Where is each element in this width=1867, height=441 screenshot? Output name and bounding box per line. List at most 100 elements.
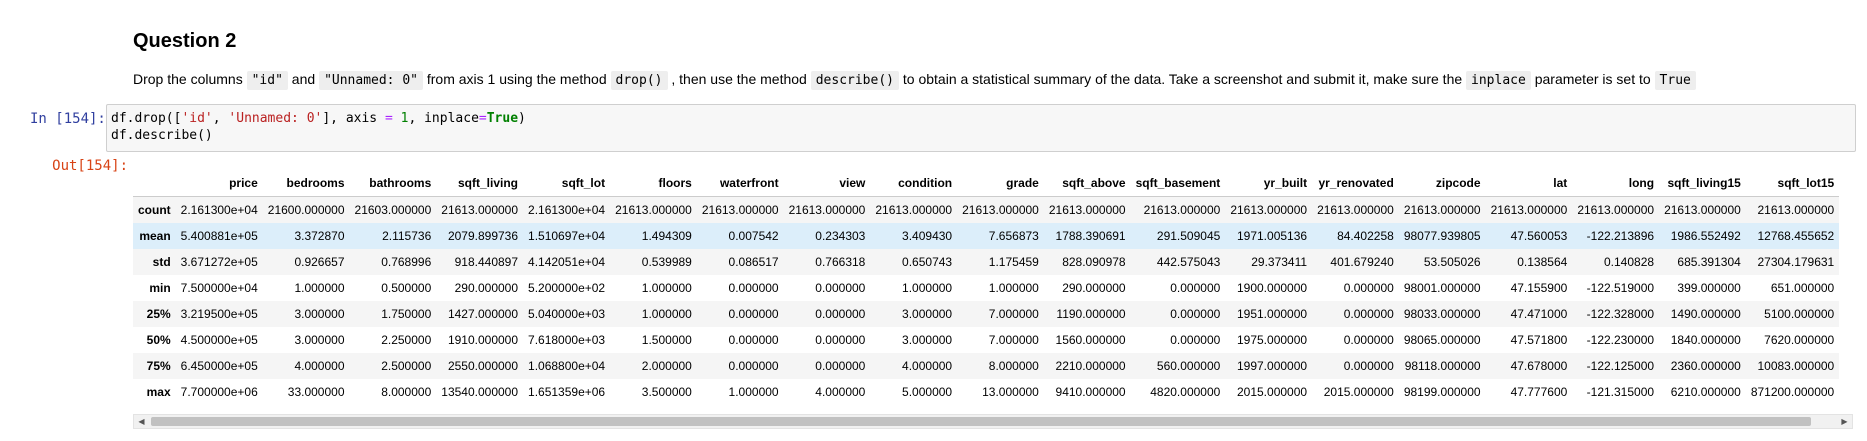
column-header: sqft_lot <box>523 170 611 197</box>
inline-code-unnamed: "Unnamed: 0" <box>319 71 423 90</box>
table-cell: 399.000000 <box>1677 281 1741 295</box>
table-cell: 2.115736 <box>382 229 432 243</box>
table-cell: 1840.000000 <box>1670 333 1741 347</box>
table-cell: 4.000000 <box>902 359 953 373</box>
table-cell: 5.400881e+05 <box>180 229 258 243</box>
table-cell: 1997.000000 <box>1236 359 1308 373</box>
table-cell: 2.000000 <box>641 359 692 373</box>
table-cell: 5.200000e+02 <box>528 281 606 295</box>
row-label: std <box>152 255 171 269</box>
table-cell: 0.539989 <box>641 255 692 269</box>
table-row: count 2.161300e+04 21600.000000 21603.00000… <box>133 196 1840 223</box>
table-cell: 3.000000 <box>294 333 345 347</box>
table-cell: 5.000000 <box>902 385 953 399</box>
table-cell: 0.926657 <box>294 255 345 269</box>
table-cell: 0.766318 <box>815 255 866 269</box>
table-cell: -122.328000 <box>1586 307 1655 321</box>
column-header: waterfront <box>696 170 784 197</box>
column-header: zipcode <box>1398 170 1486 197</box>
column-header: condition <box>870 170 958 197</box>
table-cell: 7620.000000 <box>1764 333 1835 347</box>
table-cell: 21613.000000 <box>1317 203 1394 217</box>
table-cell: 0.000000 <box>728 281 779 295</box>
table-cell: 1975.000000 <box>1236 333 1308 347</box>
table-cell: 10083.000000 <box>1757 359 1835 373</box>
table-cell: 29.373411 <box>1251 255 1308 269</box>
table-cell: 1900.000000 <box>1236 281 1308 295</box>
table-cell: 0.140828 <box>1604 255 1655 269</box>
table-cell: 918.440897 <box>454 255 519 269</box>
table-cell: 4.500000e+05 <box>180 333 258 347</box>
question-text: Drop the columns "id" and "Unnamed: 0" f… <box>133 68 1853 92</box>
table-cell: 0.000000 <box>815 333 866 347</box>
table-cell: 290.000000 <box>454 281 519 295</box>
table-cell: 6210.000000 <box>1670 385 1741 399</box>
row-label: count <box>138 203 171 217</box>
table-cell: 871200.000000 <box>1750 385 1835 399</box>
table-cell: 2015.000000 <box>1236 385 1308 399</box>
table-cell: 442.575043 <box>1156 255 1221 269</box>
table-cell: 98001.000000 <box>1403 281 1481 295</box>
table-cell: 7.000000 <box>988 307 1039 321</box>
table-cell: 0.768996 <box>381 255 432 269</box>
table-cell: 53.505026 <box>1423 255 1481 269</box>
table-cell: 1.651359e+06 <box>528 385 606 399</box>
table-cell: 84.402258 <box>1337 229 1394 243</box>
table-cell: 98077.939805 <box>1403 229 1481 243</box>
scroll-right-icon[interactable]: ▶ <box>1841 417 1848 426</box>
table-cell: 1427.000000 <box>447 307 519 321</box>
table-cell: 0.000000 <box>1170 281 1221 295</box>
table-cell: 2015.000000 <box>1323 385 1394 399</box>
table-cell: 21613.000000 <box>1577 203 1655 217</box>
column-header: sqft_living15 <box>1659 170 1746 197</box>
table-cell: 3.219500e+05 <box>180 307 258 321</box>
table-cell: 47.777600 <box>1510 385 1568 399</box>
table-cell: 47.155900 <box>1510 281 1568 295</box>
table-cell: 651.000000 <box>1770 281 1835 295</box>
table-row: 25% 3.219500e+05 3.000000 1.750000 1427.0000… <box>133 301 1840 327</box>
scroll-left-icon[interactable]: ◀ <box>138 417 145 426</box>
scrollbar-thumb[interactable] <box>151 417 1811 426</box>
table-cell: 0.500000 <box>381 281 432 295</box>
table-cell: 0.000000 <box>1343 307 1394 321</box>
table-cell: 21600.000000 <box>267 203 345 217</box>
table-cell: 0.650743 <box>902 255 953 269</box>
inline-code-inplace: inplace <box>1466 71 1531 90</box>
output-area[interactable]: price bedrooms bathrooms sqft_living sqft_lo… <box>133 170 1853 410</box>
table-cell: 21613.000000 <box>1664 203 1741 217</box>
table-cell: -122.125000 <box>1586 359 1655 373</box>
table-cell: 3.000000 <box>902 333 953 347</box>
table-cell: 2550.000000 <box>447 359 519 373</box>
table-cell: 3.409430 <box>902 229 953 243</box>
table-cell: 1.068800e+04 <box>528 359 606 373</box>
column-header: view <box>783 170 871 197</box>
markdown-cell[interactable]: Question 2 Drop the columns "id" and "Un… <box>133 28 1853 92</box>
describe-table: price bedrooms bathrooms sqft_living sqft_lo… <box>133 170 1840 405</box>
table-cell: 5.040000e+03 <box>528 307 606 321</box>
table-cell: 1951.000000 <box>1236 307 1308 321</box>
code-editor[interactable]: df.drop(['id', 'Unnamed: 0'], axis = 1, … <box>106 104 1856 152</box>
table-cell: 13.000000 <box>982 385 1039 399</box>
inline-code-true: True <box>1654 71 1696 90</box>
table-cell: 4.142051e+04 <box>528 255 606 269</box>
table-cell: -121.315000 <box>1586 385 1655 399</box>
table-cell: 401.679240 <box>1330 255 1394 269</box>
column-header: sqft_living <box>436 170 524 197</box>
table-cell: 685.391304 <box>1677 255 1741 269</box>
table-cell: 3.500000 <box>641 385 692 399</box>
table-cell: 33.000000 <box>287 385 345 399</box>
table-cell: 1788.390691 <box>1055 229 1126 243</box>
table-cell: 1190.000000 <box>1056 307 1126 321</box>
table-cell: 21613.000000 <box>615 203 692 217</box>
horizontal-scrollbar[interactable]: ◀ ▶ <box>133 414 1853 429</box>
table-cell: 0.000000 <box>1170 307 1221 321</box>
table-cell: -122.230000 <box>1586 333 1655 347</box>
table-cell: 7.500000e+04 <box>180 281 258 295</box>
table-cell: 0.000000 <box>1343 281 1394 295</box>
table-cell: 0.000000 <box>815 359 866 373</box>
table-row: 75% 6.450000e+05 4.000000 2.500000 2550.0000… <box>133 353 1840 379</box>
table-cell: 3.372870 <box>294 229 345 243</box>
table-cell: 3.671272e+05 <box>180 255 258 269</box>
table-cell: 47.560053 <box>1510 229 1568 243</box>
table-cell: 2.250000 <box>381 333 432 347</box>
